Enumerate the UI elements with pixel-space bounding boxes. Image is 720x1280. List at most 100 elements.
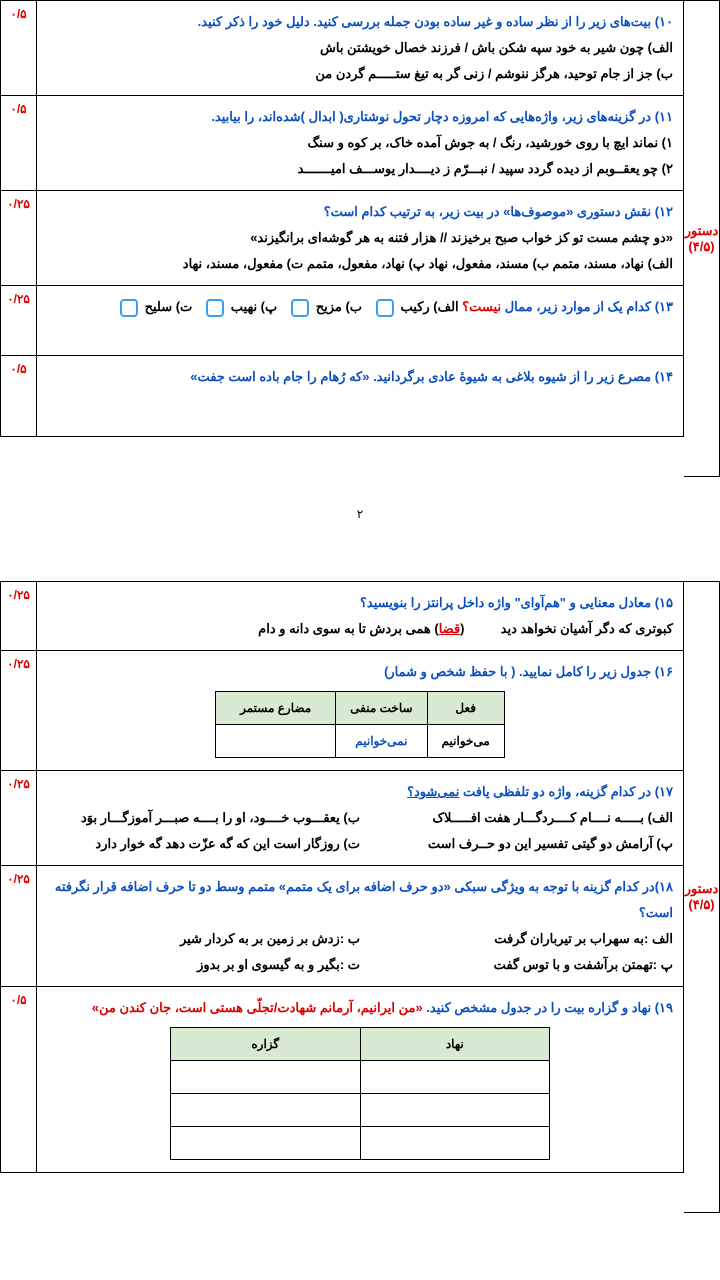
- q17-prompt: ۱۷) در کدام گزینه، واژه دو تلفظی یافت نم…: [47, 779, 673, 805]
- q19-r3: [171, 1127, 550, 1160]
- q12-opts: الف) نهاد، مسند، متمم ب) مسند، مفعول، نه…: [47, 251, 673, 277]
- q14-content: ۱۴) مصرع زیر را از شیوه بلاغی به شیوۀ عا…: [37, 356, 683, 436]
- q19-table: نهاد گزاره: [170, 1027, 550, 1160]
- q19-r2: [171, 1094, 550, 1127]
- q13-content: ۱۳) کدام یک از موارد زیر، ممال نیست؟ الف…: [37, 286, 683, 355]
- q17-score: ۰/۲۵: [1, 771, 37, 865]
- q17-b: ب) یعقـــوب خــــود، او را بــــه صبـــر…: [47, 805, 360, 831]
- q10-a: الف) چون شیر به خود سپه شکن باش / فرزند …: [47, 35, 673, 61]
- q10-prompt: ۱۰) بیت‌های زیر را از نظر ساده و غیر ساد…: [47, 9, 673, 35]
- q19-r3c1[interactable]: [360, 1127, 550, 1160]
- q11-prompt: ۱۱) در گزینه‌های زیر، واژه‌هایی که امروز…: [47, 104, 673, 130]
- strip-label-2: دستور (۴/۵): [685, 881, 719, 913]
- checkbox-b[interactable]: [291, 299, 309, 317]
- q12-content: ۱۲) نقش دستوری «موصوف‌ها» در بیت زیر، به…: [37, 191, 683, 285]
- q16-header-row: فعل ساخت منفی مضارع مستمر: [216, 692, 505, 725]
- q18-b: ب :زدش بر زمین بر به کردار شیر: [47, 926, 360, 952]
- q12-verse: «دو چشم مست تو کز خواب صبح برخیزند // هز…: [47, 225, 673, 251]
- q19-header-row: نهاد گزاره: [171, 1028, 550, 1061]
- q15-paren-word: قضا: [439, 621, 460, 636]
- q14-prompt: ۱۴) مصرع زیر را از شیوه بلاغی به شیوۀ عا…: [47, 364, 673, 390]
- q16-prompt: ۱۶) جدول زیر را کامل نمایید. ( با حفظ شخ…: [47, 659, 673, 685]
- q16-score: ۰/۲۵: [1, 651, 37, 770]
- q19-red: «من ایرانیم، آرمانم شهادت/تجلّی هستی است…: [92, 1000, 423, 1015]
- q19-r2c2[interactable]: [171, 1094, 361, 1127]
- q19-h1: گزاره: [171, 1028, 361, 1061]
- side-strip-1: دستور (۴/۵): [684, 0, 720, 477]
- q12-prompt: ۱۲) نقش دستوری «موصوف‌ها» در بیت زیر، به…: [47, 199, 673, 225]
- q18-a: الف :به سهراب بر تیرباران گرفت: [360, 926, 673, 952]
- q16-h1: ساخت منفی: [336, 692, 427, 725]
- q19-prompt: ۱۹) نهاد و گزاره بیت را در جدول مشخص کنی…: [47, 995, 673, 1021]
- q19-content: ۱۹) نهاد و گزاره بیت را در جدول مشخص کنی…: [37, 987, 683, 1172]
- row-q18: ۱۸)در کدام گزینه با توجه به ویژگی سبکی «…: [1, 866, 683, 987]
- q18-row2: پ :تهمتن برآشفت و با توس گفت ت :بگیر و ب…: [47, 952, 673, 978]
- q18-c: پ :تهمتن برآشفت و با توس گفت: [360, 952, 673, 978]
- q18-score: ۰/۲۵: [1, 866, 37, 986]
- q15-line: کبوتری که دگر آشیان نخواهد دید (قضا) همی…: [47, 616, 673, 642]
- q15-paren-pre: (: [460, 621, 464, 636]
- row-q14: ۱۴) مصرع زیر را از شیوه بلاغی به شیوۀ عا…: [1, 356, 683, 436]
- checkbox-c[interactable]: [206, 299, 224, 317]
- q16-table: فعل ساخت منفی مضارع مستمر می‌خوانیم نمی‌…: [215, 691, 505, 758]
- q17-pre: ۱۷) در کدام گزینه، واژه دو تلفظی یافت: [459, 784, 673, 799]
- q16-c1: نمی‌خوانیم: [336, 725, 427, 758]
- q16-content: ۱۶) جدول زیر را کامل نمایید. ( با حفظ شخ…: [37, 651, 683, 770]
- q18-row1: الف :به سهراب بر تیرباران گرفت ب :زدش بر…: [47, 926, 673, 952]
- q11-score: ۰/۵: [1, 96, 37, 190]
- q19-r2c1[interactable]: [360, 1094, 550, 1127]
- q19-pre: ۱۹) نهاد و گزاره بیت را در جدول مشخص کنی…: [423, 1000, 673, 1015]
- q18-d: ت :بگیر و به گیسوی او بر بدوز: [47, 952, 360, 978]
- row-q15: ۱۵) معادل معنایی و "هم‌آوای" واژه داخل پ…: [1, 582, 683, 651]
- q17-c: پ) آرامش دو گیتی تفسیر این دو حــرف است: [360, 831, 673, 857]
- q10-score: ۰/۵: [1, 1, 37, 95]
- q15-score: ۰/۲۵: [1, 582, 37, 650]
- q13-score: ۰/۲۵: [1, 286, 37, 355]
- q13-d: ت) سلیح: [145, 299, 193, 314]
- q19-r3c2[interactable]: [171, 1127, 361, 1160]
- q16-h2: مضارع مستمر: [216, 692, 336, 725]
- q11-l2: ۲) چو یعقــوبم از دیده گردد سپید / نبـــ…: [47, 156, 673, 182]
- row-q12: ۱۲) نقش دستوری «موصوف‌ها» در بیت زیر، به…: [1, 191, 683, 286]
- q10-b: ب) جز از جام توحید، هرگز ننوشم / زنی گر …: [47, 61, 673, 87]
- row-q11: ۱۱) در گزینه‌های زیر، واژه‌هایی که امروز…: [1, 96, 683, 191]
- side-strip-2: دستور (۴/۵): [684, 581, 720, 1213]
- question-table-2: ۱۵) معادل معنایی و "هم‌آوای" واژه داخل پ…: [0, 581, 684, 1173]
- checkbox-d[interactable]: [120, 299, 138, 317]
- q15-line-a: کبوتری که دگر آشیان نخواهد دید: [501, 621, 673, 636]
- strip-score-1: (۴/۵): [685, 239, 719, 255]
- q17-u: نمی‌شود؟: [407, 784, 459, 799]
- question-table-1: ۱۰) بیت‌های زیر را از نظر ساده و غیر ساد…: [0, 0, 684, 437]
- q12-score: ۰/۲۵: [1, 191, 37, 285]
- row-q10: ۱۰) بیت‌های زیر را از نظر ساده و غیر ساد…: [1, 1, 683, 96]
- q19-r1: [171, 1061, 550, 1094]
- section-1-outer: دستور (۴/۵) ۱۰) بیت‌های زیر را از نظر سا…: [0, 0, 720, 477]
- q16-h0: فعل: [427, 692, 504, 725]
- row-q19: ۱۹) نهاد و گزاره بیت را در جدول مشخص کنی…: [1, 987, 683, 1172]
- q18-content: ۱۸)در کدام گزینه با توجه به ویژگی سبکی «…: [37, 866, 683, 986]
- strip-score-2: (۴/۵): [685, 897, 719, 913]
- q16-c0: می‌خوانیم: [427, 725, 504, 758]
- q17-row1: الف) بـــــه نــــام کــــردگـــار هفت ا…: [47, 805, 673, 831]
- q15-prompt: ۱۵) معادل معنایی و "هم‌آوای" واژه داخل پ…: [47, 590, 673, 616]
- checkbox-a[interactable]: [376, 299, 394, 317]
- q19-h0: نهاد: [360, 1028, 550, 1061]
- q16-c2[interactable]: [216, 725, 336, 758]
- q19-score: ۰/۵: [1, 987, 37, 1172]
- strip-text-2: دستور: [685, 881, 719, 897]
- q10-content: ۱۰) بیت‌های زیر را از نظر ساده و غیر ساد…: [37, 1, 683, 95]
- q13-a: الف) رکیب: [401, 299, 459, 314]
- q11-content: ۱۱) در گزینه‌های زیر، واژه‌هایی که امروز…: [37, 96, 683, 190]
- row-q17: ۱۷) در کدام گزینه، واژه دو تلفظی یافت نم…: [1, 771, 683, 866]
- q16-data-row: می‌خوانیم نمی‌خوانیم: [216, 725, 505, 758]
- q13-red: نیست؟: [462, 299, 501, 314]
- q17-content: ۱۷) در کدام گزینه، واژه دو تلفظی یافت نم…: [37, 771, 683, 865]
- q14-score: ۰/۵: [1, 356, 37, 436]
- q18-prompt: ۱۸)در کدام گزینه با توجه به ویژگی سبکی «…: [47, 874, 673, 926]
- q17-a: الف) بـــــه نــــام کــــردگـــار هفت ا…: [360, 805, 673, 831]
- q19-r1c2[interactable]: [171, 1061, 361, 1094]
- q13-c: پ) نهیب: [231, 299, 277, 314]
- q19-r1c1[interactable]: [360, 1061, 550, 1094]
- q15-content: ۱۵) معادل معنایی و "هم‌آوای" واژه داخل پ…: [37, 582, 683, 650]
- strip-text-1: دستور: [685, 223, 719, 239]
